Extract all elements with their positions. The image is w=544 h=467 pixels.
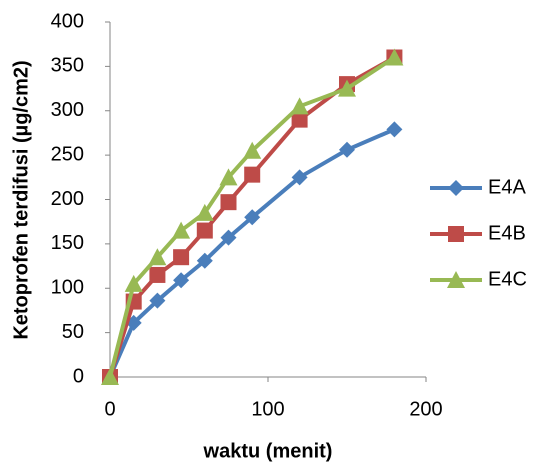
point xyxy=(291,111,308,128)
point xyxy=(220,194,237,211)
point xyxy=(385,48,404,66)
point xyxy=(149,292,166,309)
x-axis-title: waktu (menit) xyxy=(203,440,333,462)
y-tick-label: 100 xyxy=(51,277,84,299)
point xyxy=(148,248,167,266)
point xyxy=(196,252,213,269)
y-tick-label: 200 xyxy=(51,188,84,210)
point xyxy=(244,209,261,226)
y-tick-label: 300 xyxy=(51,99,84,121)
x-tick-label: 100 xyxy=(251,398,284,420)
point xyxy=(172,221,191,239)
point xyxy=(124,274,143,292)
y-tick-label: 0 xyxy=(73,365,84,387)
point xyxy=(149,266,166,283)
point xyxy=(338,79,356,97)
y-tick-label: 50 xyxy=(62,321,84,343)
point xyxy=(243,141,262,159)
point xyxy=(173,272,190,289)
y-tick-label: 400 xyxy=(51,10,84,32)
legend-marker xyxy=(447,271,465,288)
point xyxy=(219,168,238,186)
point xyxy=(291,169,308,186)
point xyxy=(339,141,355,158)
point xyxy=(173,249,190,266)
series-line xyxy=(108,55,396,378)
x-tick-label: 0 xyxy=(104,398,115,420)
legend-label: E4C xyxy=(488,268,527,290)
series-line xyxy=(108,127,396,378)
point xyxy=(220,229,237,246)
y-axis-title: Ketoprofen terdifusi (µg/cm2) xyxy=(10,60,32,339)
point xyxy=(386,121,403,138)
legend-label: E4A xyxy=(488,176,526,198)
legend-label: E4B xyxy=(488,222,526,244)
legend-marker xyxy=(448,180,464,196)
point xyxy=(101,368,119,385)
y-tick-label: 250 xyxy=(51,143,84,165)
point xyxy=(290,97,309,115)
point xyxy=(195,203,214,221)
legend-marker xyxy=(448,226,464,242)
x-tick-label: 200 xyxy=(409,398,442,420)
series-line xyxy=(108,55,396,378)
point xyxy=(196,222,213,239)
point xyxy=(244,166,261,183)
y-tick-label: 150 xyxy=(51,232,84,254)
y-tick-label: 350 xyxy=(51,55,84,77)
